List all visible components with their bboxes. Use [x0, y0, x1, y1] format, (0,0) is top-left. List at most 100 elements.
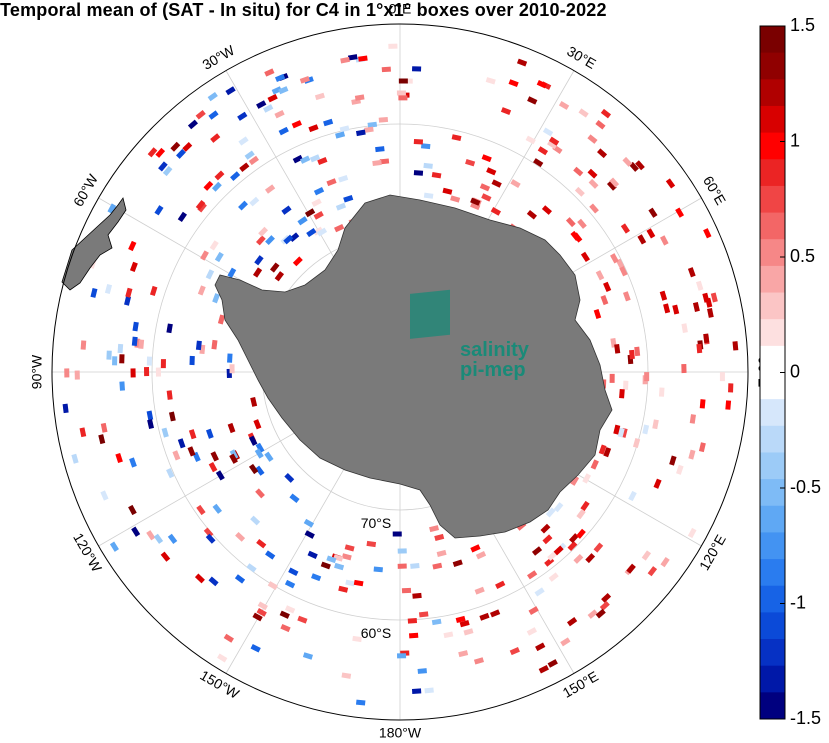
data-cell [292, 154, 304, 164]
data-cell [306, 227, 317, 238]
data-cell [623, 380, 629, 390]
data-cell [541, 205, 552, 215]
data-cell [413, 170, 424, 176]
colorbar-tick-label: 0.5 [790, 246, 815, 266]
data-cell [256, 538, 267, 549]
data-cell [64, 368, 70, 378]
data-cell [234, 574, 246, 584]
data-cell [313, 210, 324, 220]
latitude-label: 60°S [361, 625, 392, 641]
data-cell [80, 340, 87, 350]
data-cell [580, 500, 590, 512]
data-cell [119, 354, 125, 364]
colorbar-swatch [760, 319, 785, 347]
colorbar-swatch [760, 105, 785, 134]
data-cell [153, 533, 164, 544]
data-cell [719, 372, 725, 382]
data-cell [595, 608, 606, 619]
data-cell [431, 618, 442, 626]
data-cell [225, 86, 236, 96]
data-cell [166, 467, 175, 479]
data-cell [659, 290, 668, 301]
data-cell [675, 207, 685, 218]
colorbar-swatch [760, 479, 785, 507]
data-cell [227, 353, 233, 363]
data-cell [119, 381, 125, 391]
data-cell [648, 207, 658, 218]
data-cell [516, 58, 528, 67]
data-cell [632, 438, 641, 449]
data-cell [548, 572, 559, 582]
data-cell [570, 475, 580, 486]
data-cell [545, 507, 556, 518]
data-cell [340, 56, 350, 64]
data-cell [672, 304, 680, 315]
map-title: Temporal mean of (SAT - In situ) for C4 … [0, 0, 607, 20]
data-cell [196, 504, 206, 516]
data-cell [553, 545, 564, 556]
data-cell [254, 255, 264, 266]
data-cell [147, 419, 155, 430]
data-cell [593, 542, 604, 553]
data-cell [398, 95, 408, 101]
data-cell [297, 615, 308, 624]
data-cell [725, 400, 732, 410]
data-cell [420, 143, 431, 150]
data-cell [264, 451, 274, 462]
colorbar-tick-label: -1 [790, 592, 806, 612]
data-cell [372, 159, 382, 167]
data-cell [455, 615, 466, 624]
data-cell [411, 66, 422, 72]
data-cell [177, 211, 187, 223]
data-cell [465, 158, 476, 167]
data-cell [313, 226, 324, 236]
data-cell [597, 148, 608, 159]
data-cell [166, 323, 173, 334]
data-cell [250, 396, 258, 407]
data-cell [269, 262, 280, 273]
data-cell [176, 148, 186, 159]
data-cell [600, 294, 609, 306]
data-cell [358, 55, 368, 62]
data-cell [347, 54, 358, 61]
data-cell [187, 446, 196, 457]
data-cell [334, 562, 345, 571]
data-cell [212, 293, 221, 304]
data-cell [238, 136, 249, 146]
data-cell [304, 208, 316, 218]
data-cell [109, 541, 119, 552]
data-cell [375, 146, 385, 153]
data-cell [100, 422, 108, 433]
data-cell [560, 637, 571, 647]
colorbar-swatch [760, 532, 785, 560]
data-cell [299, 76, 310, 84]
data-cell [653, 478, 662, 489]
data-cell [167, 533, 178, 544]
colorbar-swatch [760, 345, 785, 373]
data-cell [509, 647, 520, 656]
data-cell [595, 270, 605, 281]
south-america-tip [61, 197, 127, 291]
data-cell [702, 292, 710, 303]
data-cell [637, 234, 647, 245]
data-cell [378, 116, 389, 123]
data-cell [265, 235, 275, 246]
data-cell [256, 100, 267, 109]
data-cell [355, 699, 366, 706]
data-cell [508, 79, 519, 88]
data-cell [658, 387, 665, 397]
data-cell [300, 155, 311, 164]
data-cell [215, 470, 225, 481]
data-cell [104, 283, 113, 294]
data-cell [112, 356, 118, 366]
data-cell [527, 570, 538, 580]
data-cell [252, 612, 263, 622]
data-cell [250, 515, 261, 526]
data-cell [641, 550, 652, 561]
data-cell [129, 457, 137, 468]
data-cell [284, 579, 296, 589]
data-cell [696, 280, 704, 291]
data-cell [595, 120, 606, 130]
data-cell [284, 605, 296, 614]
data-cell [214, 251, 224, 263]
